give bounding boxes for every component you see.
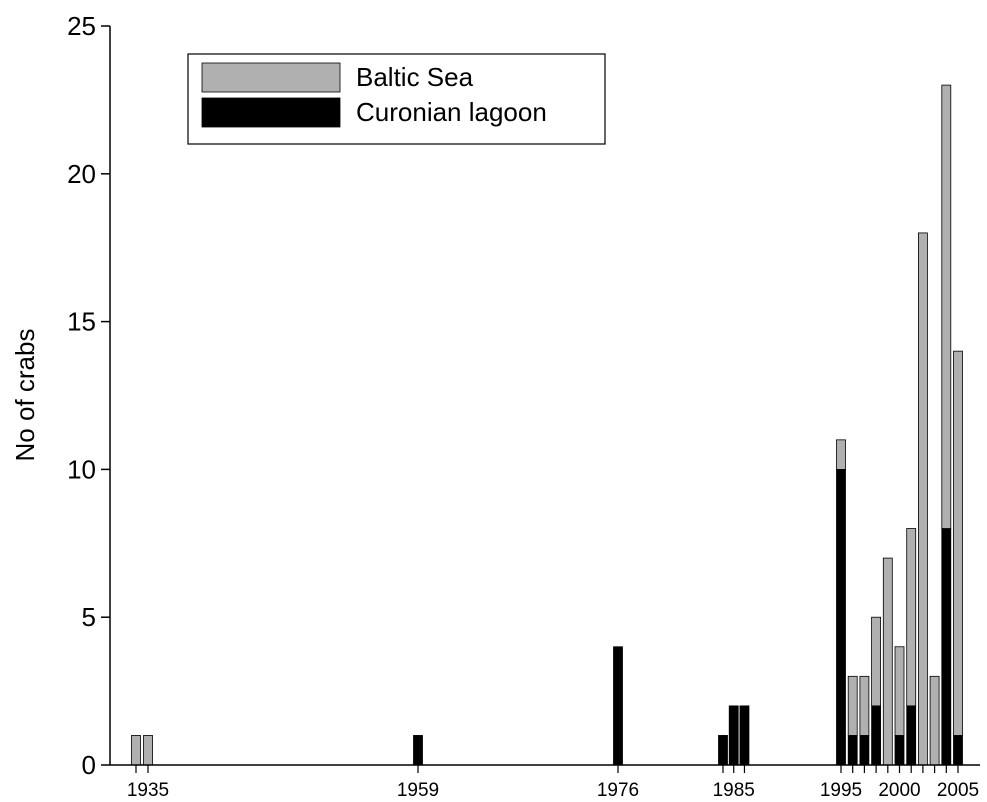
x-tick-label: 1935 xyxy=(127,780,169,801)
bar-curonian-lagoon-1995 xyxy=(836,468,846,766)
bar-curonian-lagoon-1997 xyxy=(859,735,870,766)
y-tick-label: 10 xyxy=(67,454,96,484)
bar-baltic-sea-1998 xyxy=(871,616,881,707)
bar-baltic-sea-1996 xyxy=(847,675,858,736)
bar-curonian-lagoon-1976 xyxy=(613,646,623,766)
y-axis-label: No of crabs xyxy=(10,329,40,462)
legend-label-baltic-sea: Baltic Sea xyxy=(356,62,474,92)
y-tick-label: 20 xyxy=(67,159,96,189)
x-tick-label: 1985 xyxy=(713,780,755,801)
bars-group xyxy=(131,84,963,766)
bar-baltic-sea-2003 xyxy=(929,675,940,766)
legend-swatch-curonian-lagoon xyxy=(201,97,341,128)
bar-baltic-sea-1935 xyxy=(143,735,153,766)
bar-curonian-lagoon-2005 xyxy=(953,735,963,766)
bar-baltic-sea-1934 xyxy=(131,735,141,766)
legend: Baltic Sea Curonian lagoon xyxy=(187,53,606,145)
bar-baltic-sea-1999 xyxy=(882,557,893,766)
bar-curonian-lagoon-1959 xyxy=(413,735,423,766)
x-tick-label: 1995 xyxy=(820,780,862,801)
x-tick-label: 1959 xyxy=(397,780,439,801)
x-ticks-group: 1935 1959 1976 1985 1995 2000 2005 xyxy=(127,765,979,801)
bar-baltic-sea-2005 xyxy=(953,350,963,736)
y-ticks-group: 0 5 10 15 20 25 xyxy=(67,11,110,780)
x-tick-label: 2000 xyxy=(878,780,920,801)
y-tick-label: 25 xyxy=(67,11,96,41)
bar-curonian-lagoon-1996 xyxy=(847,735,858,766)
bar-baltic-sea-2002 xyxy=(918,232,928,766)
bar-curonian-lagoon-2001 xyxy=(906,705,917,766)
bar-curonian-lagoon-1986 xyxy=(739,705,750,766)
bar-curonian-lagoon-1985 xyxy=(728,705,739,766)
x-tick-label: 2005 xyxy=(937,780,979,801)
bar-curonian-lagoon-1984 xyxy=(718,735,728,766)
y-tick-label: 5 xyxy=(82,602,96,632)
bar-baltic-sea-2000 xyxy=(894,646,905,736)
x-tick-label: 1976 xyxy=(597,780,639,801)
y-tick-label: 15 xyxy=(67,307,96,337)
y-tick-label: 0 xyxy=(82,750,96,780)
legend-label-curonian-lagoon: Curonian lagoon xyxy=(356,97,547,127)
bar-baltic-sea-2004 xyxy=(941,84,952,529)
bar-baltic-sea-1997 xyxy=(859,675,870,736)
bar-curonian-lagoon-2000 xyxy=(894,735,905,766)
bar-baltic-sea-1995 xyxy=(836,439,846,470)
legend-swatch-baltic-sea xyxy=(201,62,341,93)
bar-baltic-sea-2001 xyxy=(906,528,917,707)
bar-curonian-lagoon-1998 xyxy=(871,705,881,766)
bar-curonian-lagoon-2004 xyxy=(941,528,952,766)
